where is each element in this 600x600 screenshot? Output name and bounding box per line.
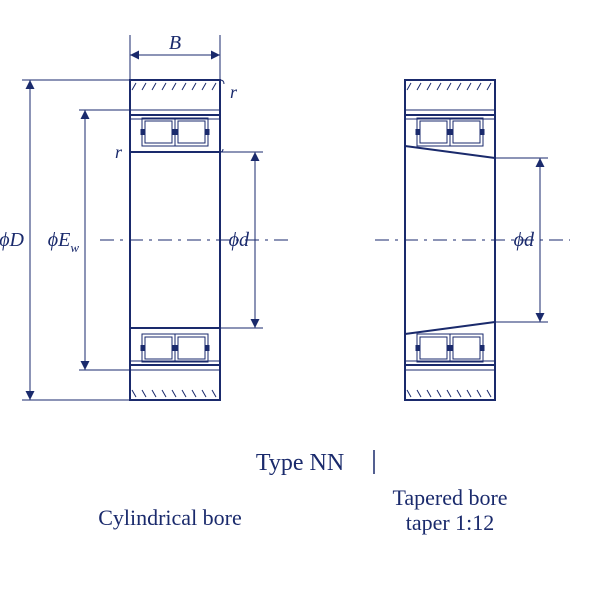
dim-r-inner: r bbox=[115, 142, 123, 162]
canvas-bg bbox=[0, 0, 600, 600]
cylindrical-bore-label: Cylindrical bore bbox=[98, 505, 242, 530]
dim-phid-right-label: ϕd bbox=[514, 229, 535, 251]
right-top-rollers bbox=[416, 118, 484, 146]
tapered-bore-label-1: Tapered bore bbox=[392, 485, 507, 510]
dim-phid-left-label: ϕd bbox=[229, 229, 250, 251]
tapered-bore-label-2: taper 1:12 bbox=[406, 510, 495, 535]
dim-B-label: B bbox=[169, 32, 181, 54]
right-bottom-rollers bbox=[416, 334, 484, 362]
type-label: Type NN bbox=[256, 450, 344, 476]
dim-r-outer: r bbox=[230, 82, 238, 102]
left-top-rollers bbox=[141, 118, 209, 146]
left-bottom-rollers bbox=[141, 334, 209, 362]
dim-phiD-label: ϕD bbox=[0, 229, 25, 251]
